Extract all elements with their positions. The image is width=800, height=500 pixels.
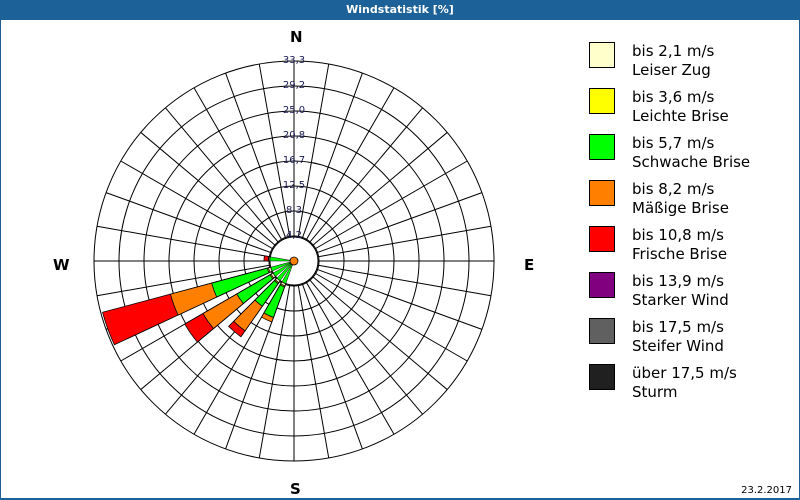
legend-label: Leichte Brise xyxy=(632,107,729,125)
svg-text:33,3: 33,3 xyxy=(283,55,305,66)
legend-label: Starker Wind xyxy=(632,291,729,309)
legend-range: bis 3,6 m/s xyxy=(632,88,715,106)
compass-west-label: W xyxy=(53,256,70,274)
svg-text:25,0: 25,0 xyxy=(283,105,305,116)
legend-range: bis 17,5 m/s xyxy=(632,318,724,336)
legend-range: bis 5,7 m/s xyxy=(632,134,715,152)
legend-label: Steifer Wind xyxy=(632,337,724,355)
legend-range: bis 10,8 m/s xyxy=(632,226,724,244)
svg-text:8,3: 8,3 xyxy=(286,205,302,216)
legend-label: Leiser Zug xyxy=(632,61,711,79)
legend-label: Sturm xyxy=(632,383,678,401)
compass-south-label: S xyxy=(290,480,301,498)
legend-swatch xyxy=(589,134,615,160)
legend-swatch xyxy=(589,318,615,344)
compass-east-label: E xyxy=(524,256,535,274)
svg-text:20,8: 20,8 xyxy=(283,130,305,141)
legend-swatch xyxy=(589,272,615,298)
legend-range: bis 13,9 m/s xyxy=(632,272,724,290)
legend-swatch xyxy=(589,88,615,114)
bottom-border xyxy=(0,498,800,500)
chart-title: Windstatistik [%] xyxy=(0,0,800,20)
svg-text:12,5: 12,5 xyxy=(283,180,305,191)
legend-swatch xyxy=(589,42,615,68)
legend-range: bis 8,2 m/s xyxy=(632,180,715,198)
legend-label: Mäßige Brise xyxy=(632,199,729,217)
compass-north-label: N xyxy=(290,28,303,46)
wind-rose: 4,2 8,3 12,5 16,7 20,8 25,0 29,2 33,3 xyxy=(93,55,495,462)
date-label: 23.2.2017 xyxy=(741,485,792,496)
legend-range: bis 2,1 m/s xyxy=(632,42,715,60)
legend-label: Schwache Brise xyxy=(632,153,751,171)
svg-text:16,7: 16,7 xyxy=(283,155,305,166)
legend-swatch xyxy=(589,180,615,206)
legend-swatch xyxy=(589,226,615,252)
svg-text:29,2: 29,2 xyxy=(283,80,305,91)
svg-text:4,2: 4,2 xyxy=(286,230,302,241)
legend-label: Frische Brise xyxy=(632,245,728,263)
legend-range: über 17,5 m/s xyxy=(632,364,737,382)
legend-swatch xyxy=(589,364,615,390)
